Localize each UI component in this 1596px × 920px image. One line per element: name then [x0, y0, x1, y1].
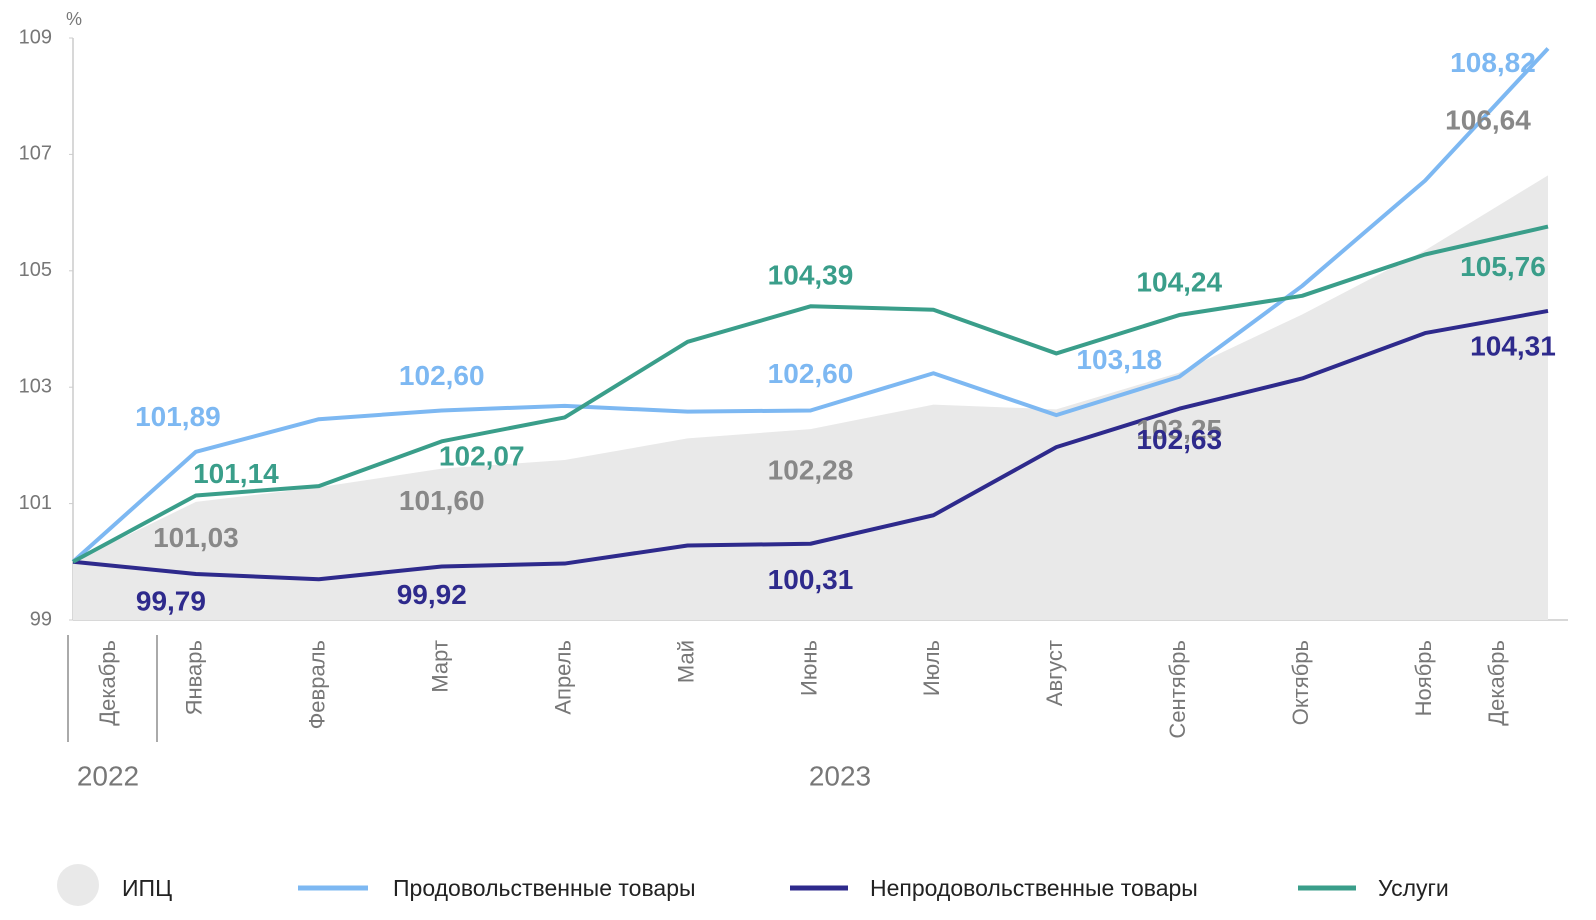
data-label: 100,31 — [768, 564, 854, 595]
legend-label: ИПЦ — [122, 875, 172, 901]
data-label: 105,76 — [1460, 251, 1546, 282]
x-tick-label: Февраль — [305, 640, 330, 729]
line — [72, 224, 1549, 564]
data-label: 101,60 — [399, 485, 485, 516]
y-tick-label: 109 — [19, 26, 52, 48]
data-label: 101,03 — [153, 522, 239, 553]
legend-label: Непродовольственные товары — [870, 875, 1198, 901]
y-unit: % — [66, 9, 82, 29]
data-label: 102,28 — [768, 454, 854, 485]
x-tick-label: Август — [1042, 640, 1067, 706]
year-label: 2022 — [77, 760, 139, 791]
year-label: 2023 — [809, 760, 871, 791]
data-label: 101,89 — [135, 401, 221, 432]
data-label: 102,07 — [439, 441, 525, 472]
data-label: 104,31 — [1470, 330, 1556, 361]
x-tick-label: Сентябрь — [1165, 640, 1190, 739]
x-tick-label: Декабрь — [95, 640, 120, 726]
data-label: 102,60 — [768, 358, 854, 389]
data-label: 99,79 — [136, 585, 206, 616]
area — [73, 175, 1548, 621]
data-label: 102,60 — [399, 360, 485, 391]
y-tick-label: 103 — [19, 375, 52, 397]
line — [72, 308, 1549, 582]
x-tick-label: Май — [673, 640, 698, 683]
data-label: 104,24 — [1136, 266, 1222, 297]
x-tick-label: Апрель — [550, 640, 575, 715]
x-tick-label: Июль — [919, 640, 944, 696]
x-tick-label: Ноябрь — [1411, 640, 1436, 716]
x-tick-label: Январь — [182, 640, 207, 715]
legend-swatch — [57, 864, 99, 906]
x-tick-label: Декабрь — [1484, 640, 1509, 726]
data-label: 101,14 — [193, 458, 279, 489]
legend-label: Продовольственные товары — [393, 875, 696, 901]
data-label: 108,82 — [1450, 47, 1536, 78]
y-tick-label: 107 — [19, 143, 52, 165]
line — [71, 47, 1550, 564]
data-label: 106,64 — [1445, 105, 1531, 136]
x-tick-label: Июнь — [796, 640, 821, 696]
data-label: 103,25 — [1136, 414, 1222, 445]
x-tick-label: Октябрь — [1288, 640, 1313, 725]
y-tick-label: 105 — [19, 259, 52, 281]
data-label: 104,39 — [768, 260, 854, 291]
legend-label: Услуги — [1378, 875, 1449, 901]
y-tick-label: 101 — [19, 492, 52, 514]
x-tick-label: Март — [428, 640, 453, 693]
data-label: 103,18 — [1076, 344, 1162, 375]
data-label: 99,92 — [397, 579, 467, 610]
y-tick-label: 99 — [30, 608, 52, 630]
data-label: 102,63 — [1136, 424, 1222, 455]
